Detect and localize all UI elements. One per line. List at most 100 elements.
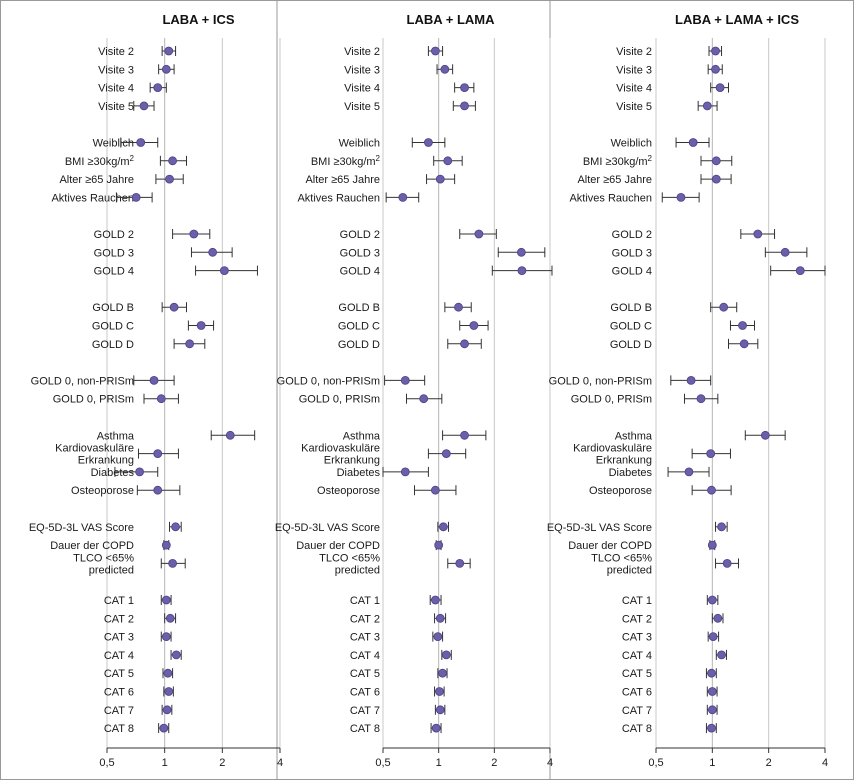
estimate-point xyxy=(165,174,174,184)
row-label: Weiblich xyxy=(611,138,652,150)
row-label: CAT 8 xyxy=(104,723,134,735)
estimate-point xyxy=(708,632,718,641)
estimate-point xyxy=(400,375,410,385)
x-tick-label: 1 xyxy=(709,757,715,769)
estimate-point xyxy=(722,559,732,568)
row-label: Weiblich xyxy=(339,138,380,150)
row-label: CAT 4 xyxy=(622,650,652,662)
row-label: GOLD C xyxy=(610,321,652,333)
estimate-point xyxy=(460,339,469,349)
estimate-point xyxy=(717,522,726,532)
estimate-point xyxy=(711,174,721,184)
row-label: BMI ≥30kg/m2 xyxy=(65,153,135,168)
row-label: Diabetes xyxy=(91,467,135,479)
estimate-point xyxy=(438,668,447,678)
estimate-point xyxy=(171,650,181,660)
x-tick-label: 4 xyxy=(547,757,553,769)
row-label: CAT 6 xyxy=(350,687,380,699)
row-label: Kardiovaskuläre Erkrankung xyxy=(573,443,652,467)
estimate-point xyxy=(434,540,444,550)
row-label: Weiblich xyxy=(93,138,134,150)
row-label: CAT 4 xyxy=(104,650,134,662)
estimate-point xyxy=(707,687,717,696)
panel-title: LABA + LAMA + ICS xyxy=(675,12,799,27)
row-label: CAT 1 xyxy=(350,595,380,607)
row-label: Aktives Rauchen xyxy=(297,192,380,204)
estimate-point xyxy=(185,339,195,349)
estimate-point xyxy=(431,723,441,733)
estimate-point xyxy=(159,723,169,733)
estimate-point xyxy=(398,192,408,202)
estimate-point xyxy=(162,705,172,715)
row-label: Alter ≥65 Jahre xyxy=(305,174,380,186)
estimate-point xyxy=(440,64,450,74)
row-label: GOLD 0, non-PRISm xyxy=(549,375,652,387)
row-label: CAT 3 xyxy=(622,632,652,644)
estimate-point xyxy=(711,156,721,166)
estimate-point xyxy=(684,467,694,477)
estimate-point xyxy=(715,83,725,92)
estimate-point xyxy=(161,540,171,550)
estimate-point xyxy=(454,302,463,312)
row-label: CAT 7 xyxy=(622,705,652,717)
estimate-point xyxy=(469,321,479,330)
x-tick-label: 4 xyxy=(822,757,828,769)
estimate-point xyxy=(460,83,469,92)
row-label: Asthma xyxy=(615,430,653,442)
row-label: GOLD C xyxy=(338,321,380,333)
x-tick-label: 1 xyxy=(162,757,168,769)
x-tick-label: 0,5 xyxy=(375,757,390,769)
row-label: Osteoporose xyxy=(589,485,652,497)
row-label: CAT 2 xyxy=(350,613,380,625)
estimate-point xyxy=(168,559,177,568)
row-label: Visite 2 xyxy=(616,46,652,58)
row-label: GOLD 4 xyxy=(94,266,134,278)
row-label: CAT 3 xyxy=(104,632,134,644)
estimate-point xyxy=(441,650,451,660)
x-tick-label: 0,5 xyxy=(99,757,114,769)
row-label: Visite 3 xyxy=(344,64,380,76)
estimate-point xyxy=(171,522,180,532)
estimate-point xyxy=(219,266,229,276)
estimate-point xyxy=(780,247,790,257)
panel-title: LABA + ICS xyxy=(162,12,234,27)
row-label: CAT 6 xyxy=(622,687,652,699)
estimate-point xyxy=(165,613,175,623)
row-label: CAT 3 xyxy=(350,632,380,644)
x-tick-label: 4 xyxy=(277,757,283,769)
estimate-point xyxy=(164,687,174,696)
row-label: GOLD 2 xyxy=(94,229,134,241)
estimate-point xyxy=(225,430,235,440)
panel-1: LABA + ICS 0,5 1 2 4 Visite 2 Visite 3 Visite 4… xyxy=(29,12,283,769)
row-label: BMI ≥30kg/m2 xyxy=(583,153,653,168)
estimate-point xyxy=(433,632,443,641)
row-label: CAT 8 xyxy=(350,723,380,735)
estimate-point xyxy=(163,668,173,678)
estimate-point xyxy=(702,101,712,111)
estimate-point xyxy=(169,302,179,312)
row-label: CAT 1 xyxy=(622,595,652,607)
estimate-point xyxy=(706,449,716,459)
row-label: Asthma xyxy=(97,430,135,442)
row-label: GOLD B xyxy=(92,302,134,314)
row-label: GOLD 3 xyxy=(340,247,380,259)
x-tick-label: 1 xyxy=(436,757,442,769)
row-label: TLCO <65% predicted xyxy=(73,552,134,576)
estimate-point xyxy=(153,83,163,92)
estimate-point xyxy=(455,559,465,568)
row-label: Aktives Rauchen xyxy=(51,192,134,204)
estimate-point xyxy=(168,156,177,166)
row-label: GOLD 0, non-PRISm xyxy=(277,375,380,387)
row-label: GOLD 2 xyxy=(612,229,652,241)
estimate-point xyxy=(435,705,445,715)
estimate-point xyxy=(474,229,484,239)
estimate-point xyxy=(460,430,469,440)
estimate-point xyxy=(164,46,174,56)
row-label: GOLD 0, PRISm xyxy=(299,394,380,406)
estimate-point xyxy=(443,156,453,166)
estimate-point xyxy=(161,632,171,641)
estimate-point xyxy=(424,138,433,147)
row-label: CAT 5 xyxy=(104,668,134,680)
